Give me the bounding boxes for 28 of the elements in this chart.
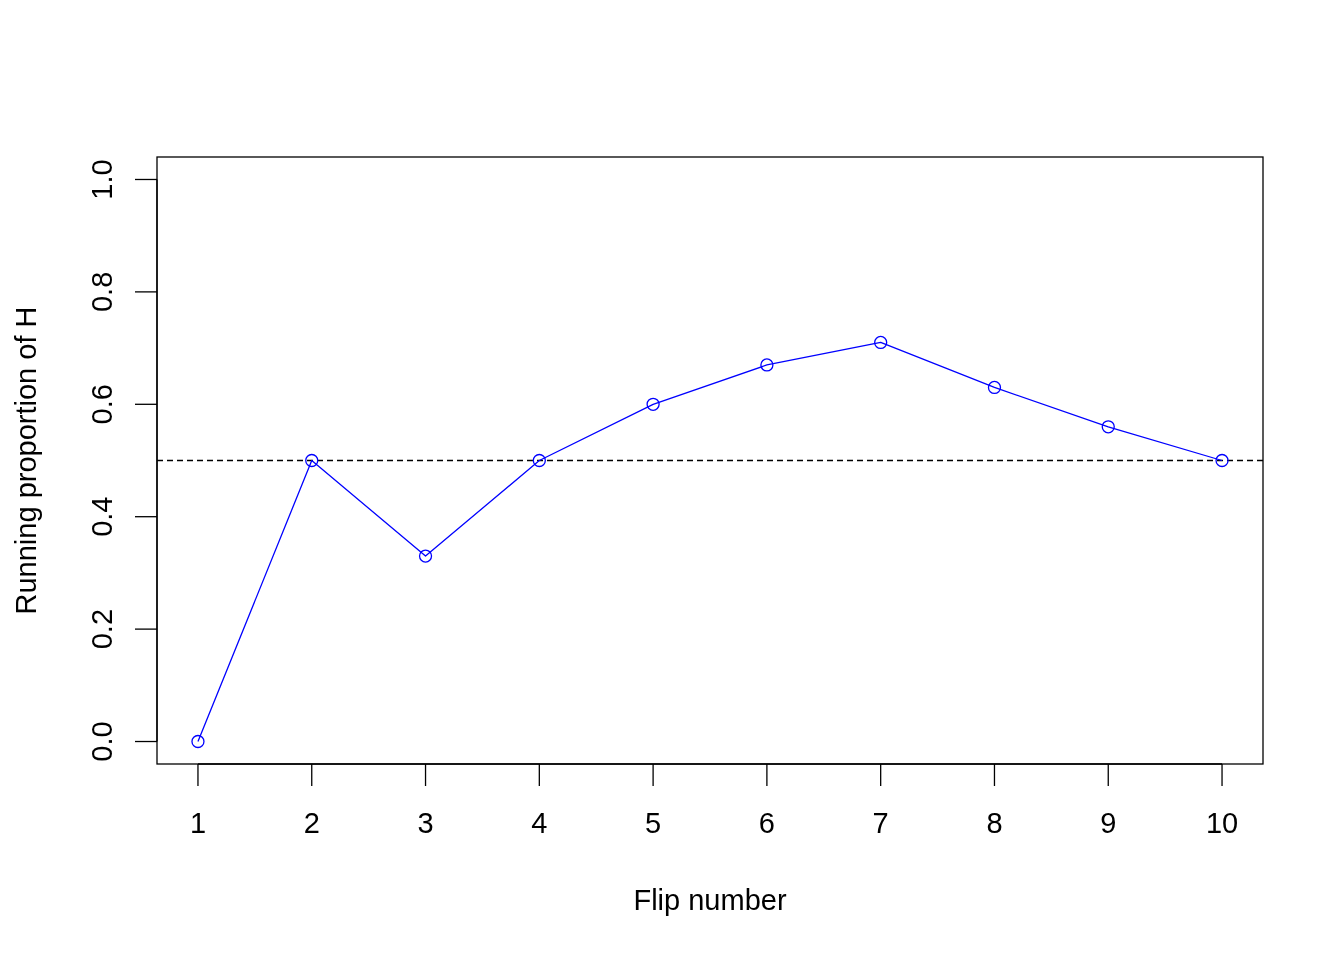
y-tick-label: 0.2 xyxy=(86,608,118,650)
y-tick-label: 0.4 xyxy=(86,496,118,537)
point xyxy=(305,453,319,468)
point xyxy=(874,335,888,350)
point xyxy=(532,453,546,468)
y-tick-label: 0.6 xyxy=(86,384,118,425)
y-tick-label: 0.0 xyxy=(86,721,118,762)
point xyxy=(1215,453,1229,468)
x-axis-title: Flip number xyxy=(633,884,787,916)
y-axis-title: Running proportion of H xyxy=(10,306,42,615)
y-tick-label: 0.8 xyxy=(86,271,118,313)
x-tick-label: 6 xyxy=(758,807,775,839)
x-tick-label: 4 xyxy=(531,807,548,839)
x-tick-label: 9 xyxy=(1100,807,1117,839)
x-tick-label: 8 xyxy=(986,807,1003,839)
x-tick-label: 1 xyxy=(189,807,207,839)
point xyxy=(191,734,205,749)
x-tick-label: 10 xyxy=(1205,807,1239,839)
x-tick-label: 5 xyxy=(645,807,662,839)
point xyxy=(1101,420,1115,434)
point xyxy=(987,380,1002,395)
point xyxy=(646,397,660,411)
x-tick-label: 2 xyxy=(303,807,320,839)
x-tick-label: 7 xyxy=(872,807,889,839)
y-tick-label: 1.0 xyxy=(86,159,118,200)
point xyxy=(418,549,433,563)
x-tick-label: 3 xyxy=(417,807,434,839)
point xyxy=(760,358,774,372)
